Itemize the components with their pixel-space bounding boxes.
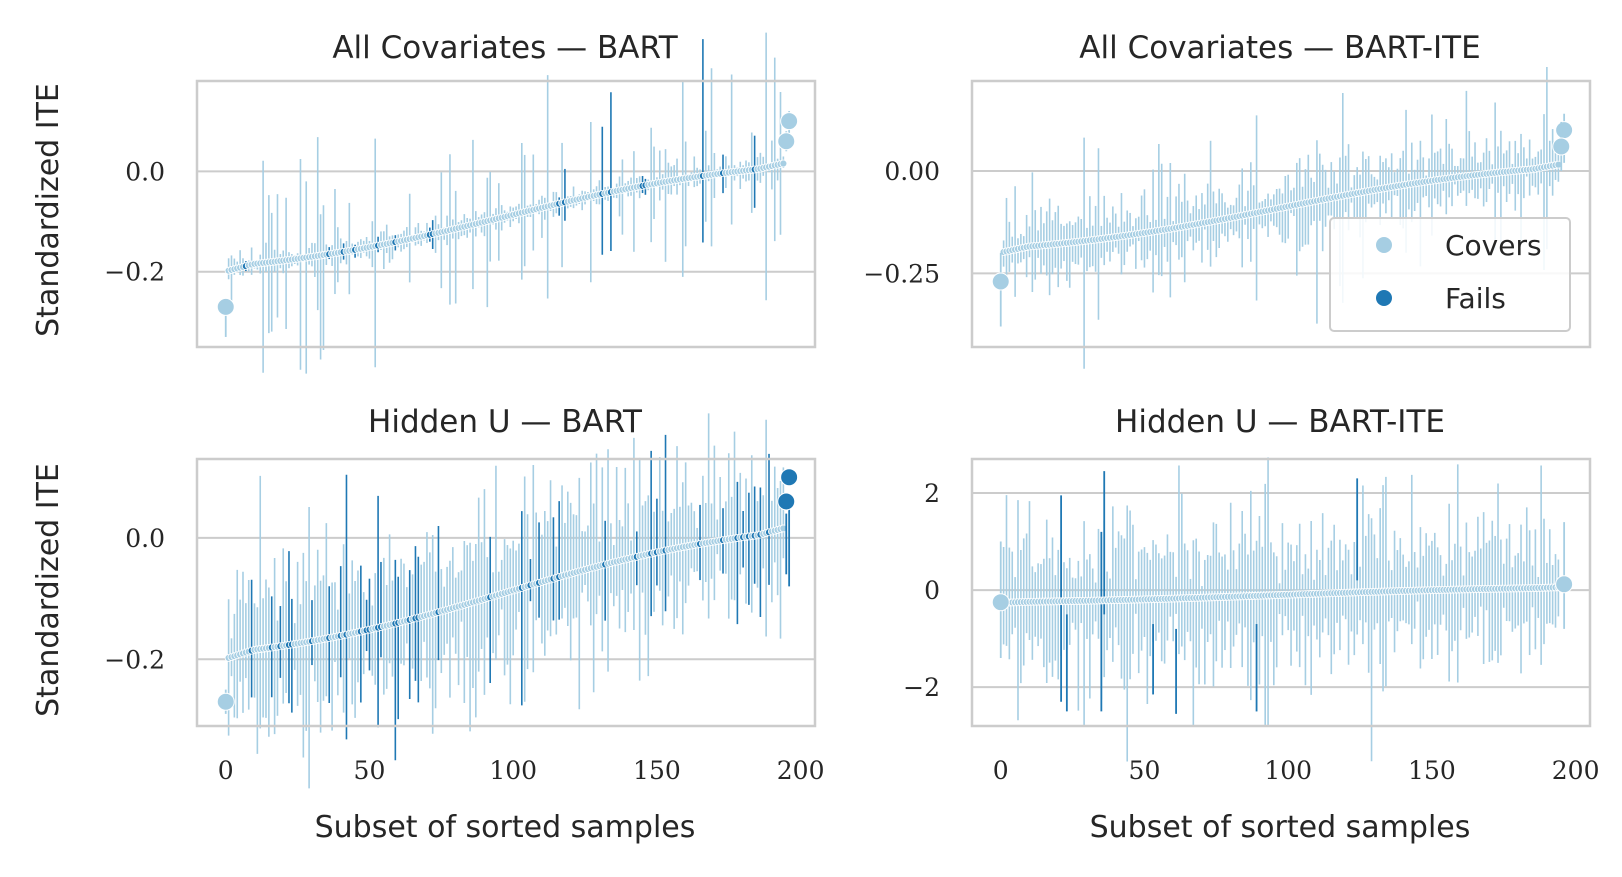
y-tick-label: 2: [924, 479, 940, 508]
panel-title: Hidden U — BART: [368, 404, 643, 440]
point-highlight: [1555, 575, 1574, 594]
point-highlight: [216, 297, 235, 316]
x-axis-label: Subset of sorted samples: [1090, 810, 1471, 845]
x-tick-label: 50: [354, 756, 386, 785]
panel-title: All Covariates — BART-ITE: [1079, 30, 1480, 66]
x-tick-label: 50: [1129, 756, 1161, 785]
axes-frame: [970, 79, 1592, 349]
x-tick-label: 0: [218, 756, 234, 785]
plot-area: 0.0 −0.2 0 50 100 150 200: [104, 413, 825, 789]
legend-covers-label: Covers: [1445, 229, 1542, 262]
panel-all-covariates-bart: All Covariates — BART Standardized ITE 0…: [31, 30, 817, 374]
point-highlight: [991, 593, 1010, 612]
point-highlight: [1552, 137, 1571, 156]
x-tick-label: 0: [993, 756, 1009, 785]
point-highlight: [780, 112, 799, 131]
y-tick-label: −0.2: [104, 258, 165, 287]
plot-area: 0.00 −0.25: [863, 66, 1592, 369]
point-highlight: [777, 492, 796, 511]
panel-title: All Covariates — BART: [332, 30, 678, 66]
panel-title: Hidden U — BART-ITE: [1115, 404, 1445, 440]
x-tick-label: 150: [1408, 756, 1456, 785]
data-marks: [991, 457, 1574, 762]
x-tick-label: 200: [777, 756, 825, 785]
point: [779, 159, 788, 168]
y-tick-label: 0.0: [125, 524, 165, 553]
x-axis-label: Subset of sorted samples: [315, 810, 696, 845]
data-marks: [216, 413, 799, 789]
y-tick-label: 0.00: [884, 157, 940, 186]
y-tick-label: −0.25: [863, 259, 940, 288]
legend-fails-label: Fails: [1445, 282, 1506, 315]
point-highlight: [991, 272, 1010, 291]
point-highlight: [1555, 121, 1574, 140]
legend: Covers Fails: [1329, 217, 1571, 332]
y-tick-label: 0.0: [125, 157, 165, 186]
point-highlight: [777, 132, 796, 151]
x-tick-label: 150: [633, 756, 681, 785]
y-tick-label: −0.2: [104, 645, 165, 674]
y-axis-label: Standardized ITE: [31, 463, 66, 717]
x-tick-label: 100: [489, 756, 537, 785]
x-tick-label: 100: [1264, 756, 1312, 785]
point-highlight: [216, 692, 235, 711]
y-tick-label: 0: [924, 576, 940, 605]
data-marks: [216, 32, 799, 374]
axes-frame: [970, 457, 1592, 728]
plot-area: 0.0 −0.2: [104, 32, 817, 374]
axes-frame: [195, 79, 817, 349]
legend-fails-marker: [1376, 290, 1392, 306]
panel-hidden-u-bart: Hidden U — BART Standardized ITE 0.0 −0.2…: [31, 404, 824, 845]
axes-frame: [195, 457, 817, 728]
data-marks: [991, 66, 1574, 369]
panel-hidden-u-bart-ite: Hidden U — BART-ITE 2 0 −2 0 50 100 150 200 Sub…: [903, 404, 1599, 845]
y-axis-label: Standardized ITE: [31, 83, 66, 337]
plot-area: 2 0 −2 0 50 100 150 200: [903, 457, 1599, 785]
panel-all-covariates-bart-ite: All Covariates — BART-ITE 0.00 −0.25 Cove…: [863, 30, 1592, 369]
y-tick-label: −2: [903, 673, 940, 702]
x-tick-label: 200: [1552, 756, 1600, 785]
point-highlight: [780, 468, 799, 487]
legend-covers-marker: [1376, 237, 1392, 253]
